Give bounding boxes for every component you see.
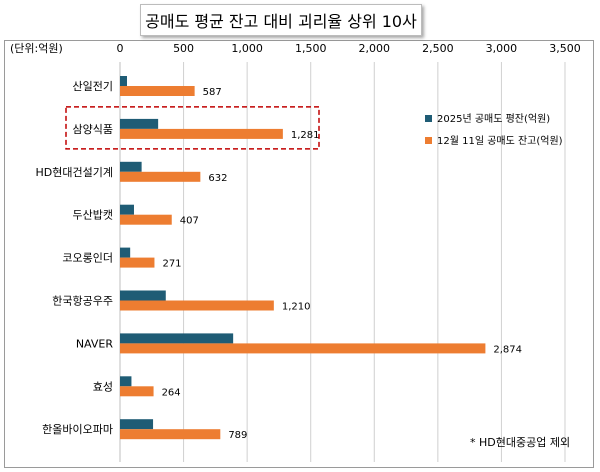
footnote: * HD현대중공업 제외: [470, 436, 570, 449]
category-label: 삼양식품: [73, 123, 113, 136]
x-tick-label: 500: [173, 42, 194, 55]
x-tick-label: 3,000: [486, 42, 518, 55]
category-label: 두산밥캣: [73, 209, 113, 222]
data-label: 264: [162, 387, 181, 398]
x-tick-label: 2,500: [422, 42, 454, 55]
bar-series1: [120, 118, 159, 129]
bar-series1: [120, 161, 142, 172]
legend-label: 2025년 공매도 평잔(억원): [437, 113, 550, 125]
bar-series2: [120, 214, 172, 225]
unit-label: (단위:억원): [10, 42, 63, 55]
bar-series2: [120, 386, 154, 397]
data-label: 789: [228, 430, 247, 441]
x-tick-label: 0: [117, 42, 124, 55]
data-label: 2,874: [493, 344, 522, 355]
bar-series2: [120, 86, 195, 96]
category-label: 코오롱인더: [62, 252, 113, 265]
chart-frame: [4, 40, 594, 468]
legend-label: 12월 11일 공매도 잔고(억원): [437, 135, 563, 147]
data-label: 587: [203, 87, 222, 98]
bar-series1: [120, 333, 234, 344]
category-label: 한국항공우주: [52, 295, 113, 308]
category-label: 효성: [93, 380, 113, 393]
bar-series1: [120, 76, 127, 86]
bar-series2: [120, 343, 486, 354]
bar-series1: [120, 419, 154, 430]
bar-series1: [120, 290, 166, 301]
highlight-box: [65, 106, 320, 150]
data-label: 1,281: [291, 130, 320, 141]
bar-series1: [120, 204, 134, 215]
bar-series2: [120, 429, 221, 440]
chart-title: 공매도 평균 잔고 대비 괴리율 상위 10사: [140, 4, 422, 36]
bar-series2: [120, 128, 283, 139]
category-label: NAVER: [76, 337, 114, 350]
bar-series1: [120, 247, 131, 258]
data-label: 632: [208, 173, 227, 184]
legend-swatch: [425, 137, 432, 144]
x-tick-label: 3,500: [549, 42, 581, 55]
x-tick-label: 1,500: [295, 42, 327, 55]
legend-swatch: [425, 115, 432, 122]
category-label: 한올바이오파마: [42, 423, 113, 436]
bar-series2: [120, 300, 274, 311]
category-label: 산일전기: [73, 79, 113, 93]
x-tick-label: 1,000: [231, 42, 263, 55]
bar-series1: [120, 376, 132, 387]
data-label: 1,210: [282, 302, 311, 313]
data-label: 407: [180, 216, 199, 227]
data-label: 271: [162, 259, 181, 270]
bar-series2: [120, 257, 155, 268]
category-label: HD현대건설기계: [36, 166, 113, 179]
bar-series2: [120, 171, 201, 182]
x-tick-label: 2,000: [359, 42, 391, 55]
